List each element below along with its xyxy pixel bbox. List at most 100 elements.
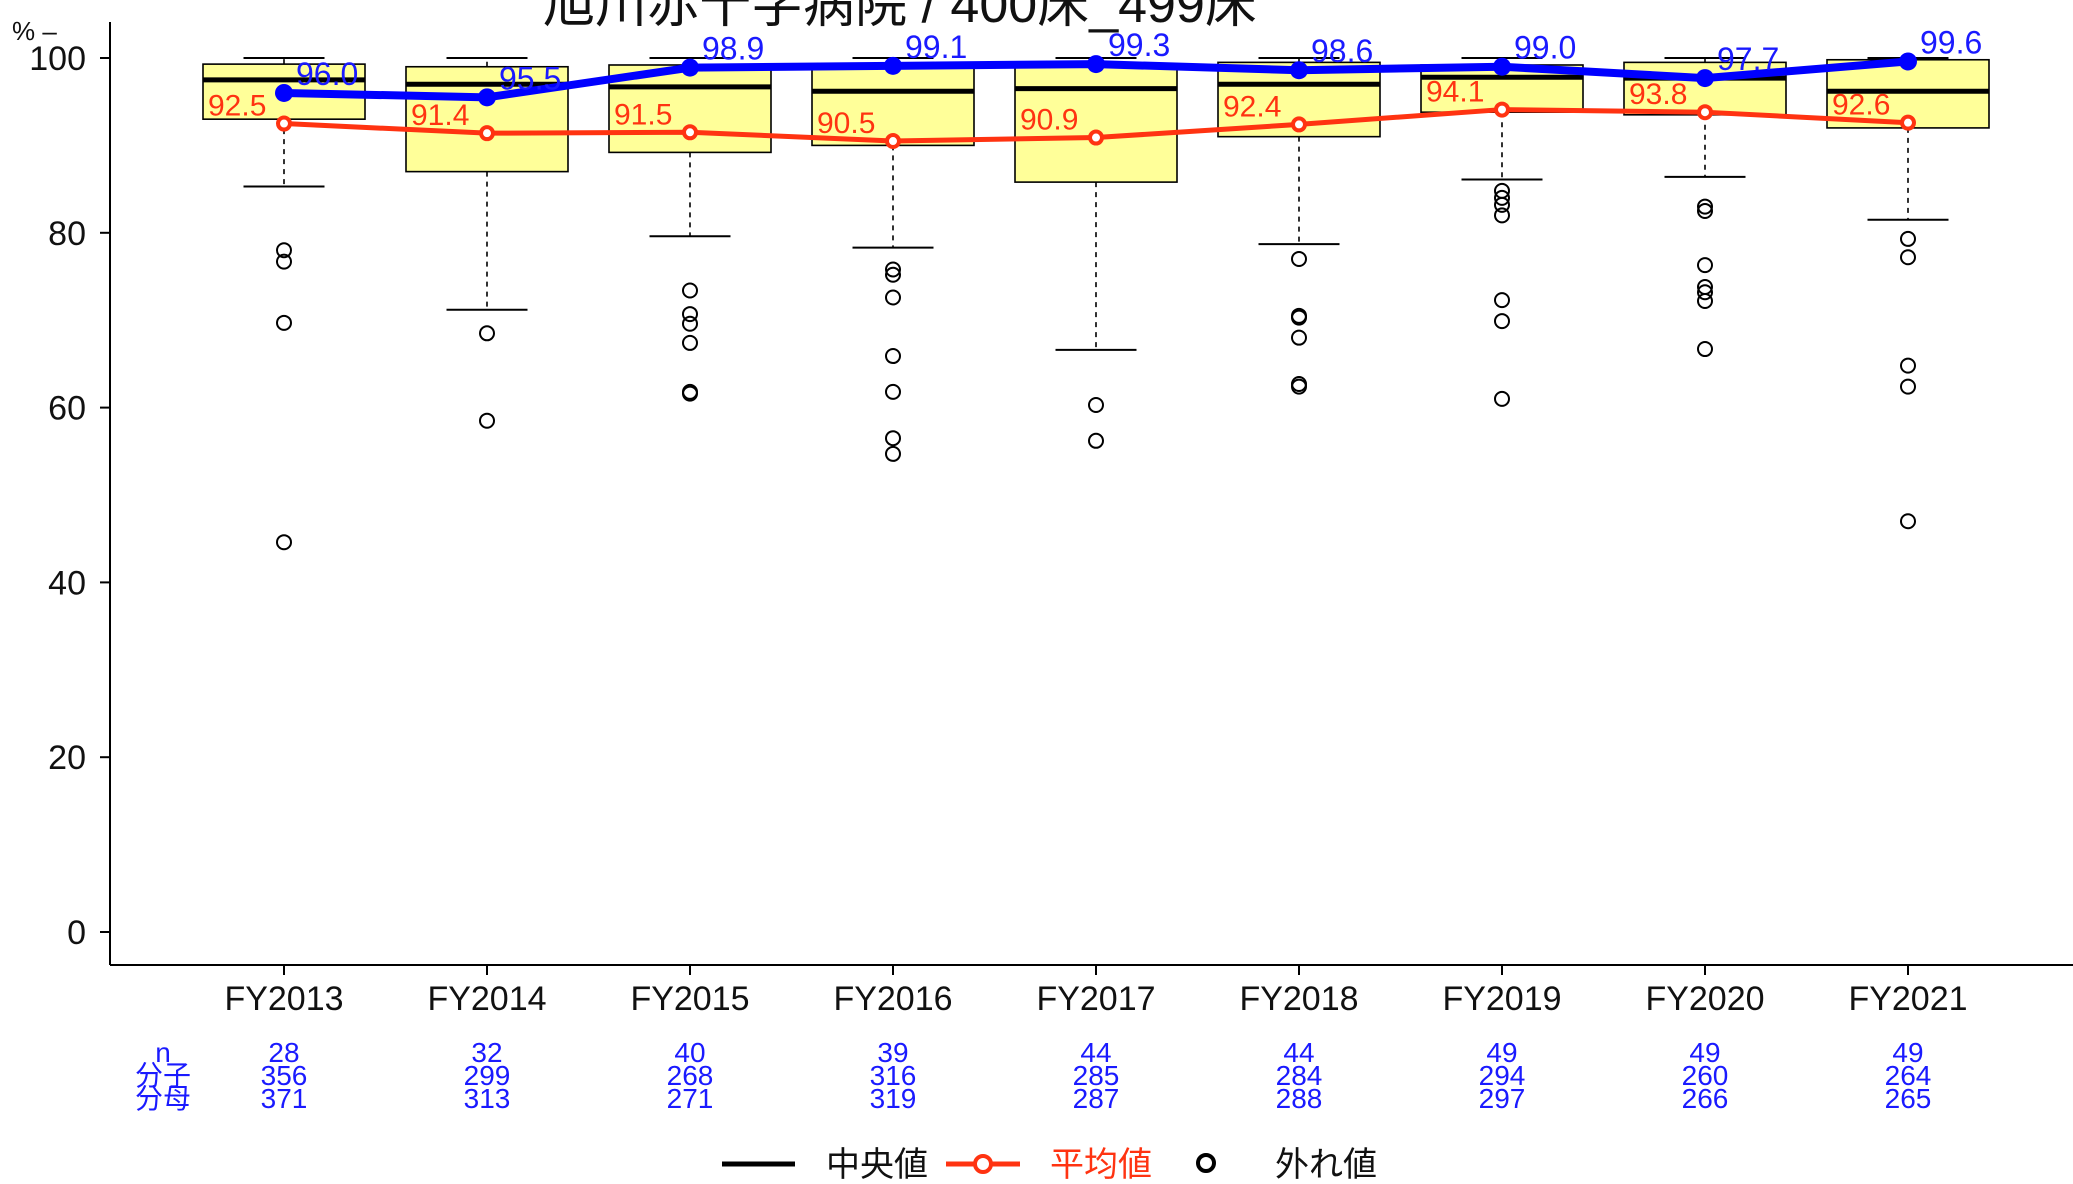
count-value: 284 (1276, 1060, 1323, 1091)
mean-point (1291, 116, 1307, 133)
mean-data-label: 90.5 (817, 107, 875, 140)
hospital-data-label: 99.6 (1920, 24, 1982, 60)
hospital-point (884, 56, 902, 75)
mean-point (276, 115, 292, 132)
count-value: 266 (1682, 1083, 1729, 1114)
outlier-point (276, 314, 292, 331)
x-tick-label: FY2016 (833, 980, 952, 1018)
outlier-point (276, 253, 292, 270)
mean-point (1900, 114, 1916, 131)
count-value: 264 (1885, 1060, 1932, 1091)
outlier-point (276, 242, 292, 259)
mean-data-label: 92.5 (208, 90, 266, 123)
outlier-point (479, 325, 495, 342)
axes: 0 20 40 60 80 100 FY2013 FY2014 FY2015 FY2016 FY20… (29, 22, 2073, 1018)
outlier-point (1900, 357, 1916, 374)
count-value: 44 (1080, 1037, 1111, 1068)
outlier-point (682, 282, 698, 299)
y-unit-label: % – (12, 16, 57, 46)
hospital-point (275, 83, 293, 102)
count-value: 287 (1073, 1083, 1120, 1114)
outlier-point (1900, 513, 1916, 530)
outlier-point (1697, 292, 1713, 309)
count-value: 28 (268, 1037, 299, 1068)
box (1014, 64, 1178, 183)
y-tick-label: 100 (29, 40, 86, 78)
outliers (276, 182, 1916, 551)
hospital-data-label: 99.3 (1108, 27, 1170, 63)
outlier-point (885, 348, 901, 365)
outlier-point (885, 383, 901, 400)
box (811, 63, 975, 147)
outlier-point (885, 289, 901, 306)
legend-outlier-label: 外れ値 (1275, 1145, 1377, 1184)
hospital-data-label: 95.5 (499, 60, 561, 96)
x-tick-label: FY2017 (1036, 980, 1155, 1018)
mean-data-label: 92.4 (1223, 90, 1281, 123)
mean-data-label: 91.5 (614, 98, 672, 131)
y-tick-label: 80 (48, 215, 86, 253)
count-value: 316 (870, 1060, 917, 1091)
outlier-point (1697, 202, 1713, 219)
outlier-point (682, 385, 698, 402)
count-value: 49 (1892, 1037, 1923, 1068)
count-value: 294 (1479, 1060, 1526, 1091)
mean-point (885, 133, 901, 150)
outlier-point (1494, 207, 1510, 224)
count-value: 49 (1486, 1037, 1517, 1068)
count-value: 299 (464, 1060, 511, 1091)
hospital-point (1493, 57, 1511, 76)
mean-data-label: 90.9 (1020, 104, 1078, 137)
legend-mean-label: 平均値 (1050, 1145, 1152, 1184)
outlier-point (885, 430, 901, 447)
series-lines: 92.5 91.4 91.5 90.5 90.9 92.4 94.1 93.8 92.6 96.0… (208, 24, 1982, 150)
count-value: 49 (1689, 1037, 1720, 1068)
count-value: 268 (667, 1060, 714, 1091)
boxes (202, 57, 1990, 351)
legend-mean-marker (973, 1154, 993, 1174)
hospital-data-label: 99.0 (1514, 30, 1576, 66)
outlier-point (1291, 251, 1307, 268)
count-value: 313 (464, 1083, 511, 1114)
count-value: 288 (1276, 1083, 1323, 1114)
legend: 中央値 平均値 外れ値 (722, 1145, 1377, 1184)
count-value: 40 (674, 1037, 705, 1068)
x-tick-label: FY2013 (224, 980, 343, 1018)
outlier-point (682, 334, 698, 351)
count-value: 285 (1073, 1060, 1120, 1091)
count-row-label: 分子 (135, 1060, 191, 1091)
outlier-point (1494, 313, 1510, 330)
mean-data-label: 91.4 (411, 99, 469, 132)
hospital-data-label: 98.9 (702, 31, 764, 67)
mean-data-label: 93.8 (1629, 78, 1687, 111)
hospital-point (1087, 55, 1105, 74)
hospital-point (1290, 61, 1308, 80)
hospital-point (478, 88, 496, 107)
hospital-point (681, 58, 699, 77)
count-value: 371 (261, 1083, 308, 1114)
outlier-point (1697, 257, 1713, 274)
outlier-point (885, 261, 901, 278)
count-value: 356 (261, 1060, 308, 1091)
outlier-point (1494, 292, 1510, 309)
mean-data-label: 94.1 (1426, 76, 1484, 109)
count-value: 265 (1885, 1083, 1932, 1114)
outlier-point (682, 315, 698, 332)
mean-data-label: 92.6 (1832, 89, 1890, 122)
outlier-point (1291, 309, 1307, 326)
outlier-point (1900, 378, 1916, 395)
x-tick-label: FY2018 (1239, 980, 1358, 1018)
legend-median-label: 中央値 (826, 1145, 928, 1184)
x-tick-label: FY2019 (1442, 980, 1561, 1018)
outlier-point (1900, 249, 1916, 266)
hospital-data-label: 98.6 (1311, 33, 1373, 69)
outlier-point (885, 266, 901, 283)
x-tick-label: FY2014 (427, 980, 546, 1018)
outlier-point (885, 445, 901, 462)
hospital-data-label: 99.1 (905, 29, 967, 65)
outlier-point (1900, 230, 1916, 247)
hospital-data-label: 97.7 (1717, 41, 1779, 77)
hospital-data-label: 96.0 (296, 56, 358, 92)
